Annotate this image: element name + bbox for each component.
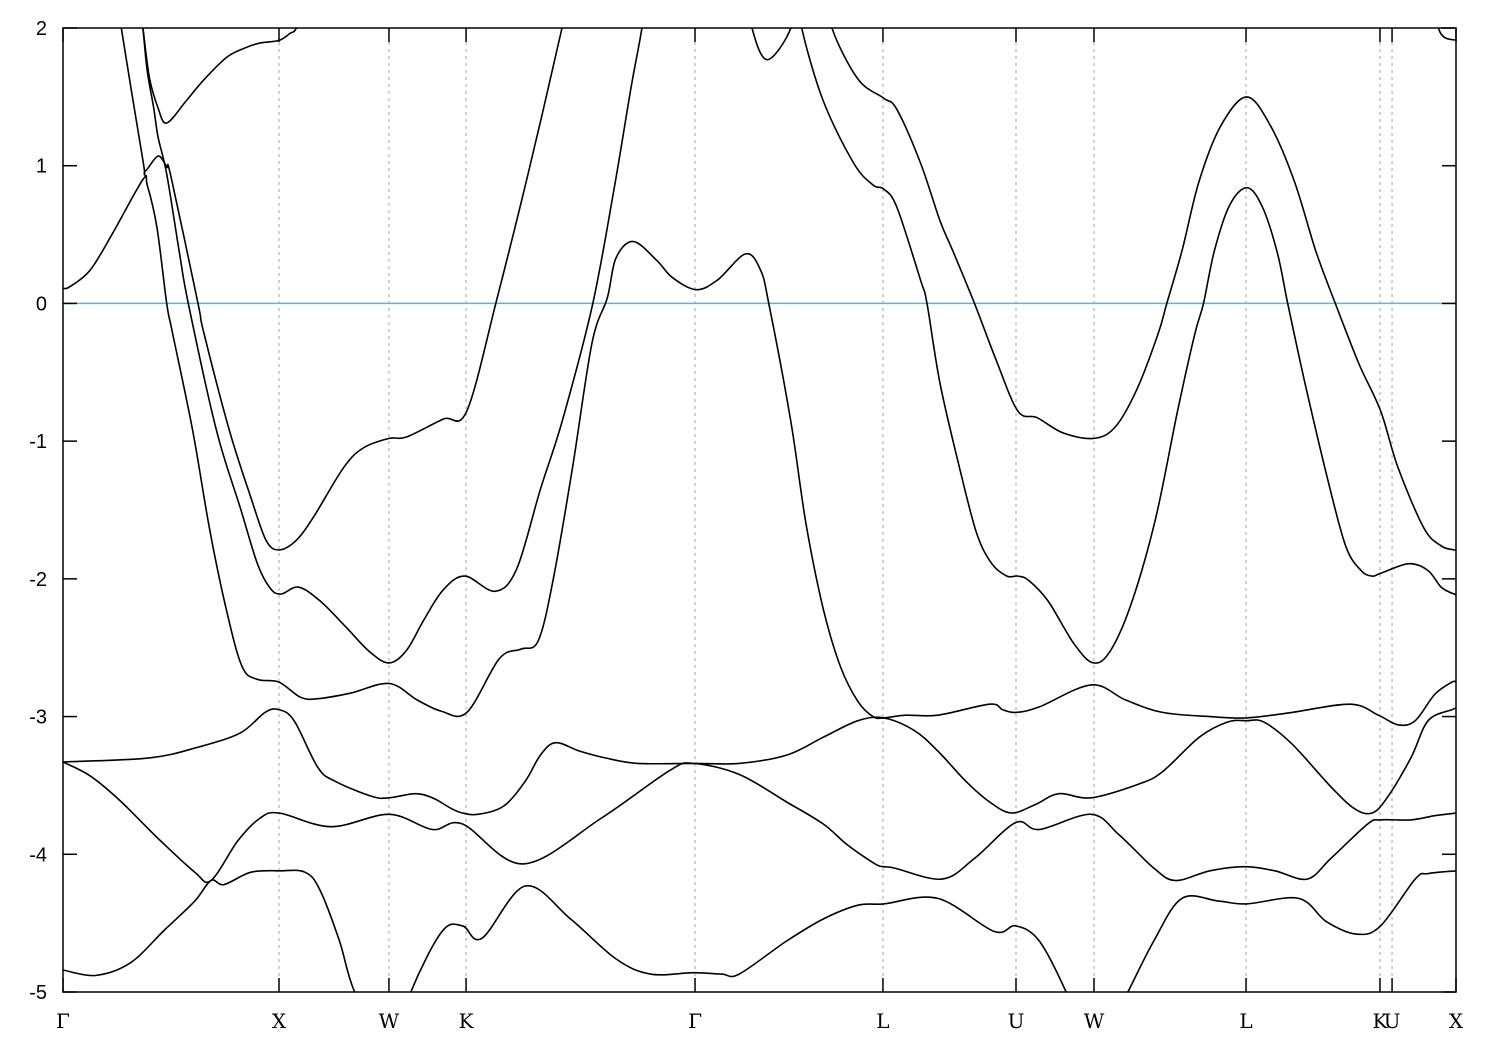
x-tick-label: L xyxy=(1239,1009,1252,1033)
band-line-6 xyxy=(800,28,1456,664)
band-line-5 xyxy=(142,28,643,664)
x-tick-label: W xyxy=(1084,1009,1105,1033)
x-tick-label: K xyxy=(1372,1009,1388,1033)
x-tick-label: U xyxy=(1008,1009,1025,1033)
band-line-9 xyxy=(142,28,298,124)
x-tick-label: L xyxy=(876,1009,889,1033)
band-line-2 xyxy=(63,761,1456,884)
x-tick-label: X xyxy=(1449,1009,1464,1033)
y-tick-label: -4 xyxy=(29,844,47,866)
band-line-8 xyxy=(831,28,1456,552)
y-tick-label: -5 xyxy=(29,982,47,1004)
y-tick-label: 2 xyxy=(36,18,47,40)
band-line-4 xyxy=(63,174,1456,727)
grid-lines xyxy=(278,28,1393,992)
x-tick-label: X xyxy=(272,1009,287,1033)
y-tick-label: -1 xyxy=(29,431,47,453)
y-axis: 2 1 0 -1 -2 -3 -4 -5 xyxy=(29,18,1456,1004)
band-line-7 xyxy=(120,28,563,551)
band-line-1 xyxy=(63,869,1456,992)
bands xyxy=(63,28,1456,992)
y-tick-label: 0 xyxy=(36,293,47,315)
x-axis: Γ X W K Γ L U W L KU X xyxy=(56,28,1464,1033)
x-tick-label: Γ xyxy=(688,1009,702,1033)
x-tick-label: Γ xyxy=(56,1009,70,1033)
band-line-3 xyxy=(63,707,1456,816)
x-tick-label: U xyxy=(1384,1009,1401,1033)
x-tick-label: W xyxy=(379,1009,400,1033)
y-tick-label: -3 xyxy=(29,707,47,729)
y-tick-label: -2 xyxy=(29,569,47,591)
plot-frame xyxy=(62,27,1457,993)
y-tick-label: 1 xyxy=(36,156,47,178)
x-tick-label: K xyxy=(459,1009,475,1033)
band-line-10 xyxy=(751,28,792,61)
band-line-11 xyxy=(1437,28,1456,42)
